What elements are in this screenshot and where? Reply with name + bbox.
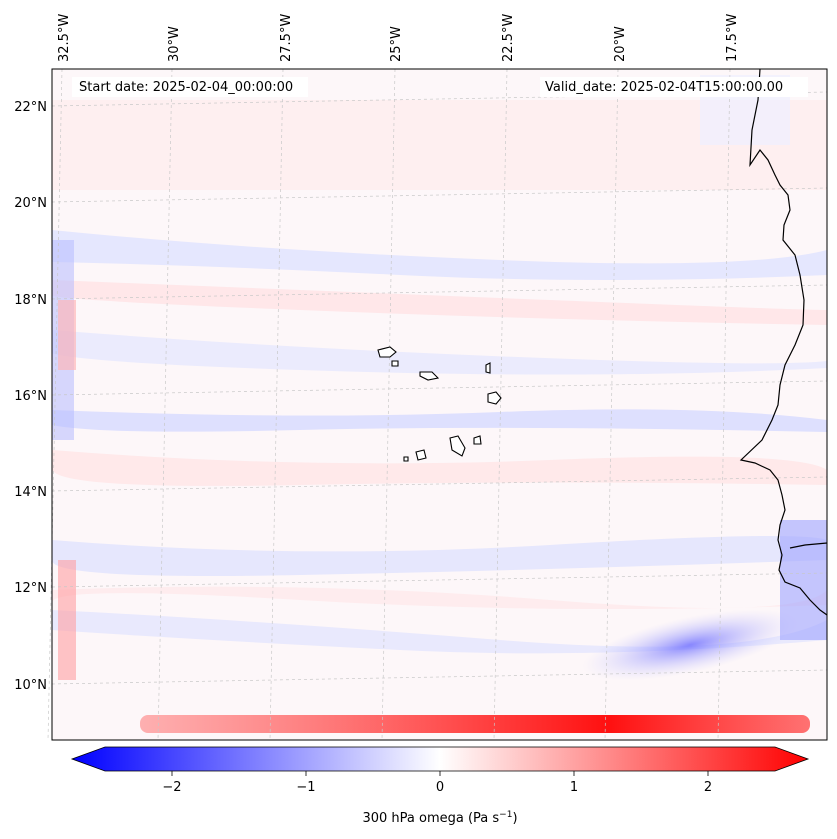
lon-label: 20°W <box>613 26 628 62</box>
field-coast-blue <box>780 520 827 640</box>
valid-date-box <box>540 77 808 97</box>
colorbar-ramp <box>70 746 810 772</box>
island-sao-vicente <box>391 360 399 367</box>
island-santiago <box>449 435 466 457</box>
island-brava <box>403 456 409 462</box>
field-streak-red-1 <box>52 280 827 325</box>
meridian-25w <box>381 68 396 741</box>
colorbar-tick-label: 0 <box>436 780 444 795</box>
colorbar-tick-label: −2 <box>162 780 181 795</box>
island-fogo <box>415 449 427 461</box>
start-date-box <box>72 77 308 97</box>
meridian-32-5w <box>47 68 63 741</box>
valid-date-label: Valid_date: 2025-02-04T15:00:00.00 <box>545 80 783 95</box>
field-streak-red-2 <box>52 450 827 486</box>
meridian-30w <box>157 68 173 741</box>
colorbar-title: 300 hPa omega (Pa s−1) <box>362 810 517 826</box>
field-streak-blue-5 <box>52 610 827 654</box>
coast-west-africa <box>739 68 828 616</box>
field-streak-blue-3 <box>52 409 827 432</box>
colorbar-tick-label: 2 <box>704 780 712 795</box>
field-west-red-1 <box>58 300 76 370</box>
lat-label: 10°N <box>14 678 47 693</box>
lon-label: 17.5°W <box>725 14 740 62</box>
meridian-20w <box>604 68 619 741</box>
lat-label: 12°N <box>14 581 47 596</box>
island-boa-vista <box>487 391 502 405</box>
island-sal <box>485 362 491 374</box>
map-frame <box>51 68 828 741</box>
field-south-red-band <box>140 715 810 733</box>
coastline <box>739 68 828 616</box>
colorbar-ticks <box>171 771 709 776</box>
lon-label: 32.5°W <box>57 14 72 62</box>
island-maio <box>473 435 482 445</box>
field-streak-blue-1 <box>52 230 827 280</box>
omega-field <box>52 69 827 740</box>
lat-label: 18°N <box>14 293 47 308</box>
lat-label: 16°N <box>14 389 47 404</box>
longitude-labels: 32.5°W 30°W 27.5°W 25°W 22.5°W 20°W 17.5… <box>57 14 740 62</box>
field-streak-red-3 <box>52 586 827 609</box>
colorbar-title-end: ) <box>512 811 517 826</box>
field-band-north <box>52 100 827 190</box>
coast-gambia <box>789 542 828 549</box>
cape-verde-islands <box>377 346 502 462</box>
field-se-blue <box>582 609 798 681</box>
colorbar-title-exp: −1 <box>499 810 512 820</box>
lat-label: 22°N <box>14 100 47 115</box>
meridian-22-5w <box>493 68 508 741</box>
colorbar-tick-label: −1 <box>296 780 315 795</box>
lon-label: 22.5°W <box>501 14 516 62</box>
colorbar-tick-label: 1 <box>570 780 578 795</box>
lat-label: 14°N <box>14 485 47 500</box>
island-santo-antao <box>377 346 397 358</box>
lon-label: 27.5°W <box>279 14 294 62</box>
latitude-labels: 22°N 20°N 18°N 16°N 14°N 12°N 10°N <box>14 100 47 693</box>
lat-label: 20°N <box>14 196 47 211</box>
meridian-27-5w <box>269 68 284 741</box>
field-streak-blue-4 <box>52 536 827 576</box>
field-streak-blue-2 <box>52 330 827 375</box>
start-date-label: Start date: 2025-02-04_00:00:00 <box>79 80 293 95</box>
meridian-17-5w <box>717 68 731 741</box>
field-west-red-2 <box>58 560 76 680</box>
colorbar-title-text: 300 hPa omega (Pa s <box>362 811 499 826</box>
lon-label: 25°W <box>389 26 404 62</box>
colorbar: −2 −1 0 1 2 300 hPa omega (Pa s−1) <box>70 746 810 826</box>
island-sao-nicolau <box>419 371 440 381</box>
lon-label: 30°W <box>167 26 182 62</box>
graticule <box>47 68 828 741</box>
